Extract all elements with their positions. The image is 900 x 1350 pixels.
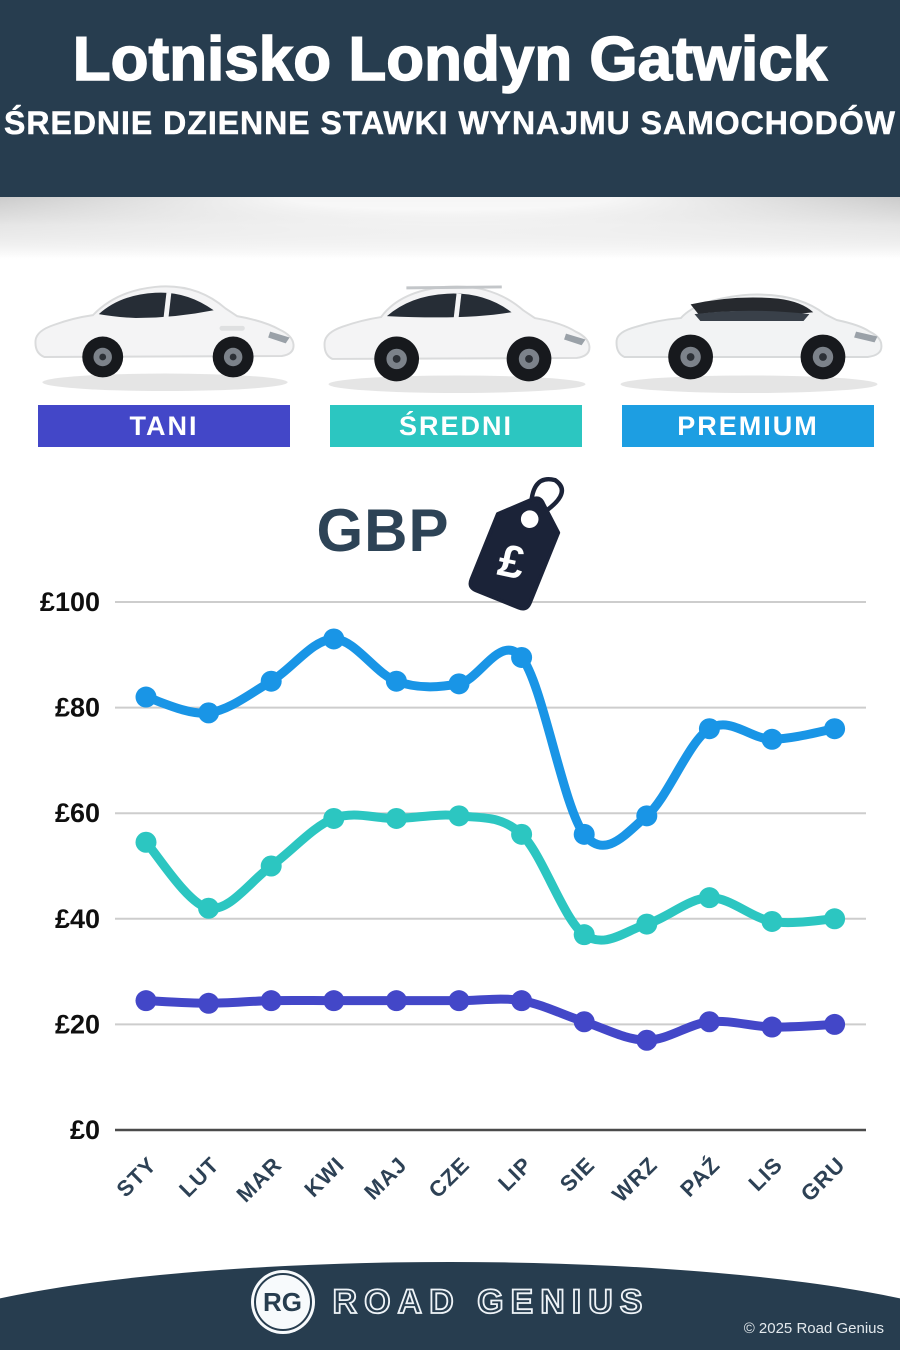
- cheap-hatchback-car-image: [34, 285, 295, 392]
- line-TANI: [141, 994, 840, 1045]
- x-tick-label: STY: [111, 1152, 161, 1202]
- point-ŚREDNI-LIS: [761, 910, 783, 932]
- point-PREMIUM-PAŹ: [698, 718, 720, 740]
- category-label-tani: TANI: [129, 411, 199, 441]
- point-ŚREDNI-KWI: [323, 807, 345, 829]
- category-bar-sredni: ŚREDNI: [330, 405, 582, 447]
- point-TANI-STY: [135, 990, 157, 1012]
- header-gradient: [0, 197, 900, 259]
- point-ŚREDNI-PAŹ: [698, 887, 720, 909]
- point-TANI-SIE: [573, 1011, 595, 1033]
- x-tick-label: GRU: [796, 1152, 850, 1206]
- point-PREMIUM-LIP: [511, 646, 533, 668]
- brand-name: ROAD GENIUS: [332, 1282, 650, 1322]
- point-ŚREDNI-MAR: [260, 855, 282, 877]
- rg-logo-ring: RG: [253, 1273, 312, 1331]
- x-tick-label: KWI: [299, 1152, 349, 1202]
- x-tick-label: PAŹ: [675, 1152, 725, 1202]
- x-tick-label: SIE: [555, 1152, 600, 1197]
- point-PREMIUM-WRZ: [636, 805, 658, 827]
- y-tick-label: £80: [55, 693, 100, 723]
- point-TANI-LUT: [198, 992, 220, 1014]
- point-ŚREDNI-GRU: [824, 908, 846, 930]
- car-cheap-column: [19, 240, 311, 400]
- point-TANI-PAŹ: [698, 1011, 720, 1033]
- point-ŚREDNI-MAJ: [385, 807, 407, 829]
- y-tick-label: £100: [40, 587, 100, 617]
- cars-row: [0, 240, 900, 406]
- point-PREMIUM-MAJ: [385, 670, 407, 692]
- page-subtitle: ŚREDNIE DZIENNE STAWKI WYNAJMU SAMOCHODÓ…: [4, 105, 896, 142]
- premium-luxury-suv-car-image: [615, 293, 883, 393]
- point-PREMIUM-LUT: [198, 702, 220, 724]
- category-bar-premium: PREMIUM: [622, 405, 874, 447]
- x-tick-label: MAR: [232, 1152, 287, 1207]
- point-ŚREDNI-STY: [135, 831, 157, 853]
- point-PREMIUM-CZE: [448, 673, 470, 695]
- point-TANI-GRU: [824, 1013, 846, 1035]
- point-PREMIUM-SIE: [573, 823, 595, 845]
- point-ŚREDNI-LIP: [511, 823, 533, 845]
- rg-logo-initials: RG: [263, 1286, 303, 1317]
- rental-rates-line-chart: £0 £20 £40 £60 £80 £100 STY LUT MAR KWI MAJ CZE LIP S…: [40, 587, 866, 1207]
- line-ŚREDNI: [141, 810, 840, 945]
- mid-suv-car-image: [323, 285, 591, 393]
- point-TANI-WRZ: [636, 1029, 658, 1051]
- x-tick-label: LUT: [174, 1152, 224, 1202]
- page-title: Lotnisko Londyn Gatwick: [72, 24, 828, 95]
- footer: RG ROAD GENIUS: [0, 1268, 900, 1336]
- point-ŚREDNI-SIE: [573, 924, 595, 946]
- point-TANI-KWI: [323, 990, 345, 1012]
- point-PREMIUM-STY: [135, 686, 157, 708]
- point-ŚREDNI-WRZ: [636, 913, 658, 935]
- category-bar-tani: TANI: [38, 405, 290, 447]
- car-mid-column: [311, 240, 603, 400]
- x-tick-label: CZE: [424, 1152, 475, 1203]
- x-tick-label: WRZ: [607, 1152, 662, 1207]
- point-TANI-MAR: [260, 990, 282, 1012]
- x-tick-label: LIS: [744, 1152, 788, 1196]
- point-PREMIUM-MAR: [260, 670, 282, 692]
- copyright-text: © 2025 Road Genius: [743, 1320, 884, 1337]
- point-ŚREDNI-CZE: [448, 805, 470, 827]
- car-premium-column: [603, 240, 895, 400]
- price-tag-icon: £: [468, 477, 564, 611]
- x-tick-label: MAJ: [359, 1152, 412, 1205]
- y-tick-label: £40: [55, 904, 100, 934]
- point-TANI-LIP: [511, 990, 533, 1012]
- header: Lotnisko Londyn Gatwick ŚREDNIE DZIENNE …: [0, 0, 900, 197]
- point-ŚREDNI-LUT: [198, 897, 220, 919]
- point-TANI-CZE: [448, 990, 470, 1012]
- y-tick-label: £0: [70, 1115, 100, 1145]
- currency-badge: GBP £: [0, 462, 900, 612]
- rg-logo: RG: [250, 1270, 315, 1334]
- point-TANI-LIS: [761, 1016, 783, 1038]
- y-tick-label: £60: [55, 798, 100, 828]
- x-tick-label: LIP: [493, 1152, 537, 1196]
- y-tick-label: £20: [55, 1009, 100, 1039]
- currency-label: GBP: [316, 496, 450, 564]
- category-label-sredni: ŚREDNI: [398, 411, 513, 441]
- point-PREMIUM-LIS: [761, 728, 783, 750]
- point-PREMIUM-GRU: [824, 718, 846, 740]
- point-TANI-MAJ: [385, 990, 407, 1012]
- point-PREMIUM-KWI: [323, 628, 345, 650]
- category-label-premium: PREMIUM: [677, 411, 819, 441]
- footer-arc: [0, 1262, 900, 1350]
